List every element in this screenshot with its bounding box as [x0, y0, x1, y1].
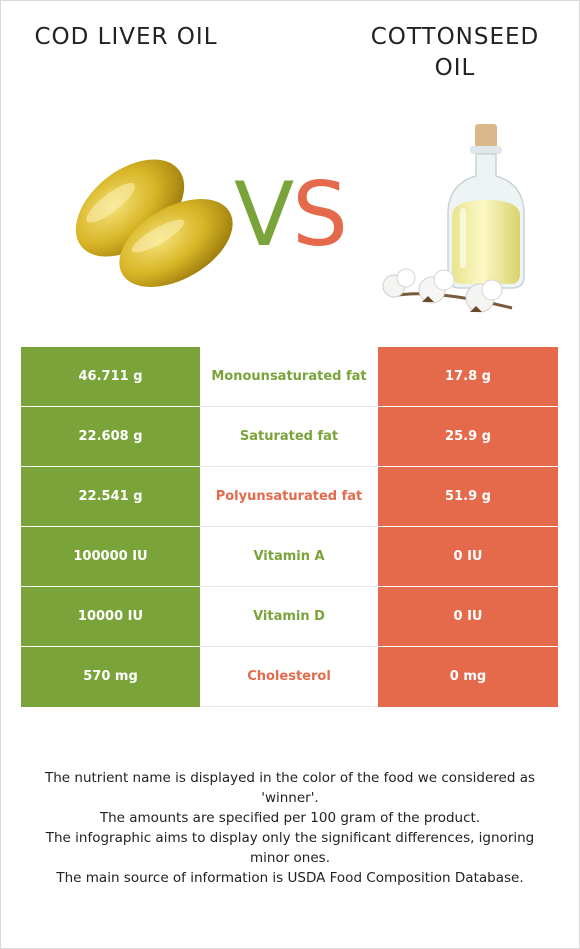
left-value: 22.541 g	[21, 466, 200, 527]
food-title-right: COTTONSEED OIL	[370, 24, 540, 81]
comparison-row: 46.711 g Monounsaturated fat 17.8 g	[21, 347, 558, 407]
comparison-row: 570 mg Cholesterol 0 mg	[21, 646, 558, 707]
left-value: 100000 IU	[21, 526, 200, 587]
right-value: 25.9 g	[378, 406, 558, 467]
left-value: 22.608 g	[21, 406, 200, 467]
comparison-row: 22.608 g Saturated fat 25.9 g	[21, 406, 558, 467]
nutrient-name: Vitamin D	[200, 586, 378, 647]
bottle	[447, 124, 525, 289]
cotton-bolls	[382, 268, 513, 313]
left-value: 46.711 g	[21, 347, 200, 407]
cod-liver-oil-capsules-icon	[75, 159, 233, 287]
left-value: 10000 IU	[21, 586, 200, 647]
right-value: 0 mg	[378, 646, 558, 707]
right-value: 0 IU	[378, 586, 558, 647]
right-value: 0 IU	[378, 526, 558, 587]
nutrient-name: Saturated fat	[200, 406, 378, 467]
footnote-line: The infographic aims to display only the…	[45, 830, 535, 866]
footnote-line: The main source of information is USDA F…	[56, 870, 524, 886]
versus-label: VS	[233, 163, 348, 266]
left-value: 570 mg	[21, 646, 200, 707]
footnote-line: The nutrient name is displayed in the co…	[44, 770, 536, 806]
comparison-table: 46.711 g Monounsaturated fat 17.8 g 22.608 …	[21, 347, 558, 707]
right-value: 17.8 g	[378, 347, 558, 407]
nutrient-name: Cholesterol	[200, 646, 378, 707]
cottonseed-oil-bottle-icon	[382, 124, 525, 313]
footnote: The nutrient name is displayed in the co…	[30, 768, 550, 888]
right-value: 51.9 g	[378, 466, 558, 527]
capsule-front	[119, 199, 233, 287]
footnote-line: The amounts are specified per 100 gram o…	[99, 810, 481, 826]
nutrient-name: Polyunsaturated fat	[200, 466, 378, 527]
nutrient-name: Monounsaturated fat	[200, 347, 378, 407]
nutrient-name: Vitamin A	[200, 526, 378, 587]
food-title-left: COD LIVER OIL	[34, 24, 218, 50]
comparison-row: 22.541 g Polyunsaturated fat 51.9 g	[21, 466, 558, 527]
